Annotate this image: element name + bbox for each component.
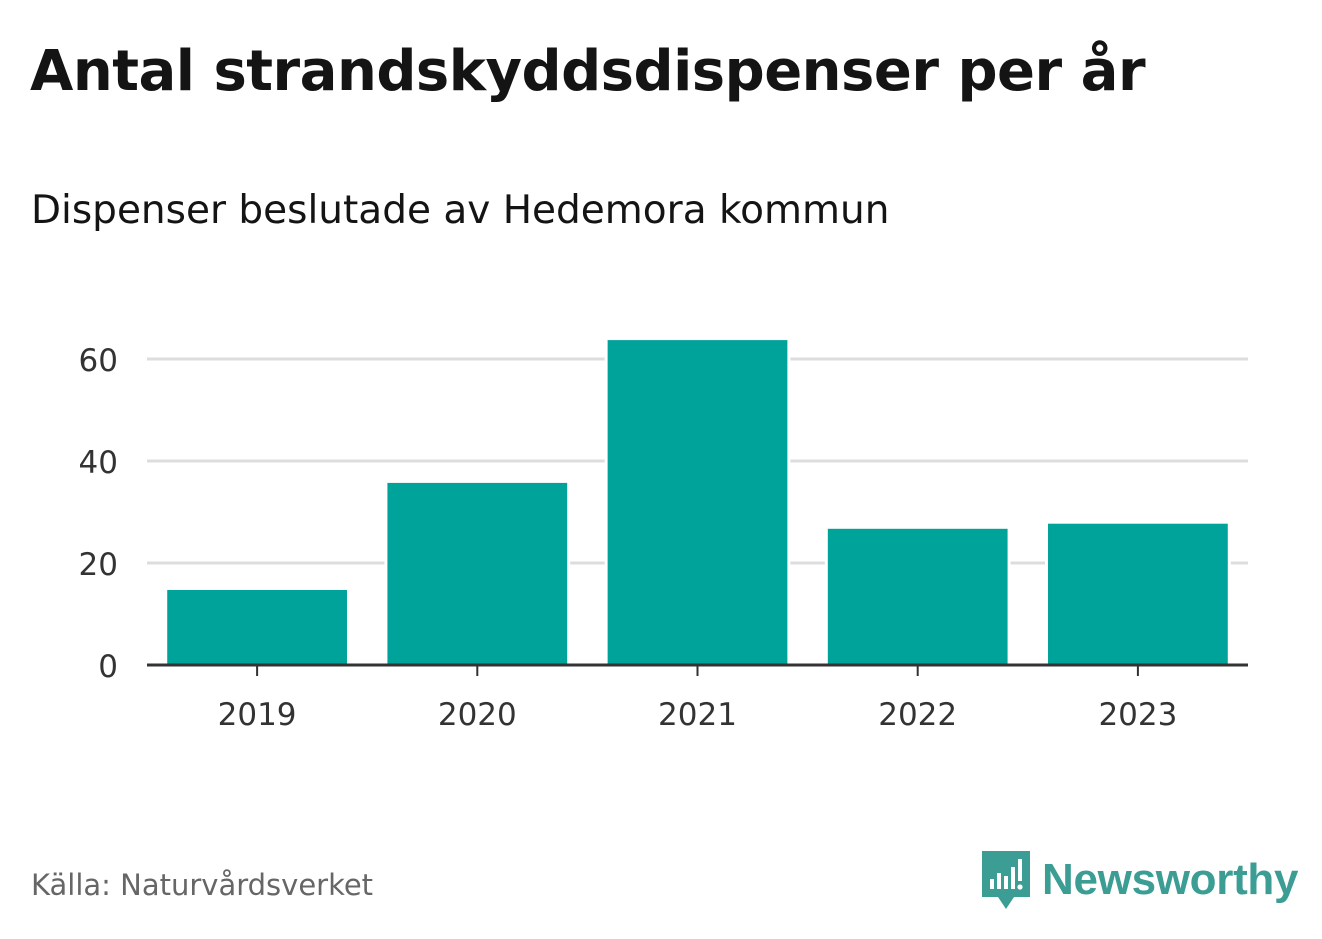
bar-chart: 0 20 40 60 2019 2020 2021 2022 2023 — [79, 337, 1248, 733]
x-tick-label-2020: 2020 — [438, 697, 517, 733]
axes — [147, 663, 1248, 676]
newsworthy-logo-icon — [982, 851, 1030, 909]
bar-2020 — [384, 479, 571, 667]
y-tick-label-40: 40 — [79, 445, 118, 481]
bar-2021 — [604, 337, 791, 667]
y-tick-label-20: 20 — [79, 547, 118, 583]
y-tick-label-0: 0 — [98, 649, 118, 685]
brand-name: Newsworthy — [1042, 855, 1299, 904]
bar-2022 — [824, 525, 1011, 667]
x-tick-label-2019: 2019 — [218, 697, 297, 733]
bars — [164, 337, 1231, 667]
y-tick-label-60: 60 — [79, 343, 118, 379]
tick-labels: 0 20 40 60 2019 2020 2021 2022 2023 — [79, 343, 1178, 733]
bar-2019 — [164, 587, 350, 667]
x-tick-label-2021: 2021 — [658, 697, 737, 733]
chart-subtitle: Dispenser beslutade av Hedemora kommun — [31, 188, 890, 233]
brand-logo: Newsworthy — [980, 848, 1298, 912]
x-tick-label-2023: 2023 — [1098, 697, 1177, 733]
x-tick-label-2022: 2022 — [878, 697, 957, 733]
source-note: Källa: Naturvårdsverket — [31, 868, 374, 902]
chart-title: Antal strandskyddsdispenser per år — [30, 39, 1146, 104]
bar-2023 — [1045, 520, 1231, 667]
